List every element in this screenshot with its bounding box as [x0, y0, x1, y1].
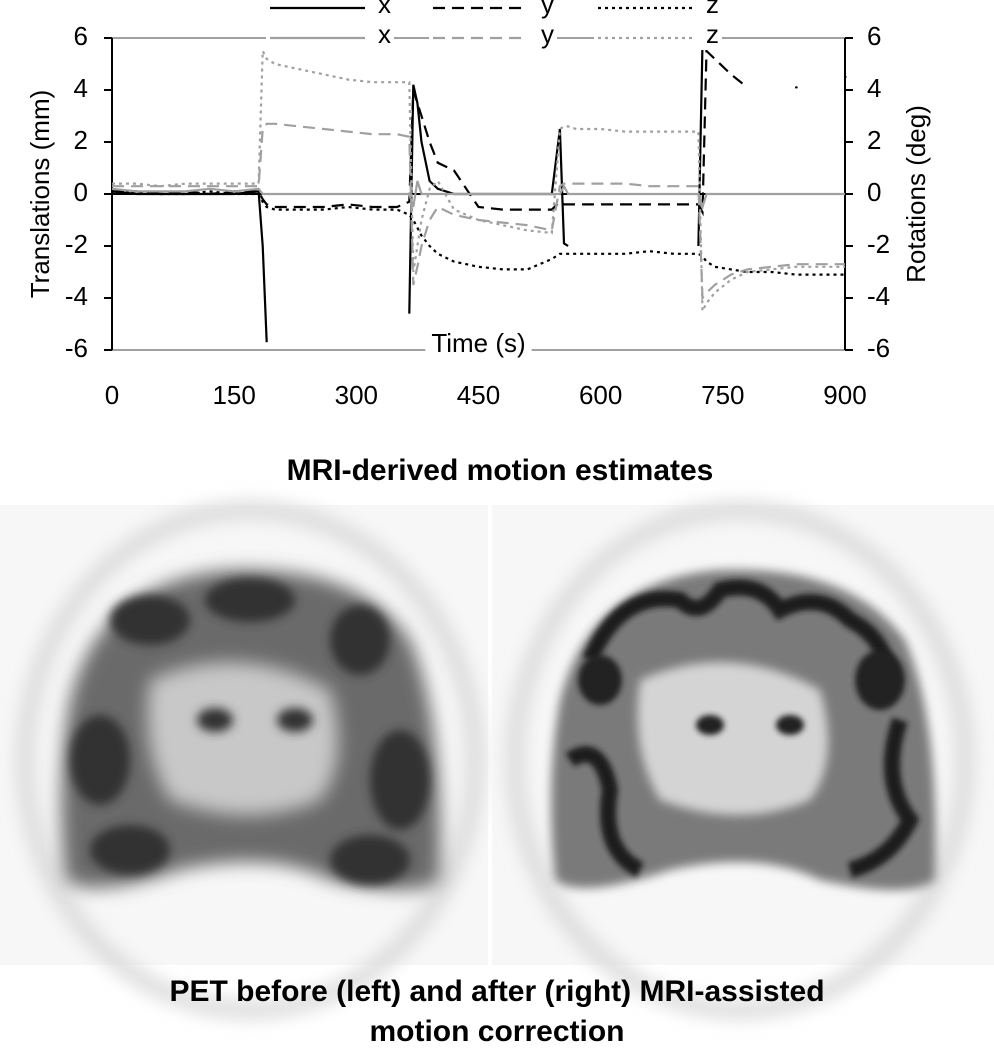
legend-label: x: [378, 0, 391, 19]
x-tick-label: 450: [457, 380, 500, 410]
pet-before: [0, 502, 488, 1018]
series-line: [111, 190, 845, 276]
y2-axis-title: Rotations (deg): [901, 105, 931, 283]
y2-tick-label: 4: [867, 73, 881, 103]
y2-tick-label: 6: [867, 21, 881, 51]
legend-label: x: [378, 19, 391, 49]
y-tick-label: -4: [65, 281, 88, 311]
series-line: [112, 122, 845, 302]
legend-bg: [594, 26, 722, 50]
series-line: [111, 180, 845, 211]
y-tick-label: 0: [74, 177, 88, 207]
image-caption: PET before (left) and after (right) MRI-…: [169, 975, 824, 1008]
y2-tick-label: 2: [867, 125, 881, 155]
y-tick-label: 4: [74, 73, 88, 103]
legend-bg: [594, 0, 722, 20]
x-tick-label: 150: [212, 380, 255, 410]
x-tick-label: 750: [701, 380, 744, 410]
pet-after: [492, 502, 994, 1018]
series-line: [112, 48, 748, 217]
chart-caption: MRI-derived motion estimates: [287, 454, 714, 487]
y-tick-label: -2: [65, 229, 88, 259]
x-axis-title: Time (s): [431, 328, 525, 358]
legend-bg: [429, 0, 557, 20]
image-caption: motion correction: [369, 1015, 624, 1048]
x-tick-label: 900: [823, 380, 866, 410]
y2-tick-label: 0: [867, 177, 881, 207]
legend-label: y: [541, 0, 554, 19]
x-axis-title-bg: [425, 325, 532, 360]
y-tick-label: 6: [74, 21, 88, 51]
legend-bg: [266, 0, 394, 20]
y-tick-label: -6: [65, 333, 88, 363]
legend-label: z: [706, 19, 719, 49]
plot: -6 -4 -2 0 2 4 6 -6 -4 -2 0 2 4 6 0 150 300 450 600 750 900 T…: [25, 0, 931, 410]
x-tick-label: 300: [335, 380, 378, 410]
x-tick-label: 0: [105, 380, 119, 410]
y-axis-title: Translations (mm): [25, 90, 55, 299]
y2-tick-label: -6: [867, 333, 890, 363]
series-line: [112, 50, 845, 312]
legend-label: y: [541, 19, 554, 49]
legend-label: z: [706, 0, 719, 19]
x-tick-label: 600: [579, 380, 622, 410]
y-tick-label: 2: [74, 125, 88, 155]
y2-tick-label: -2: [867, 229, 890, 259]
y2-tick-label: -4: [867, 281, 890, 311]
